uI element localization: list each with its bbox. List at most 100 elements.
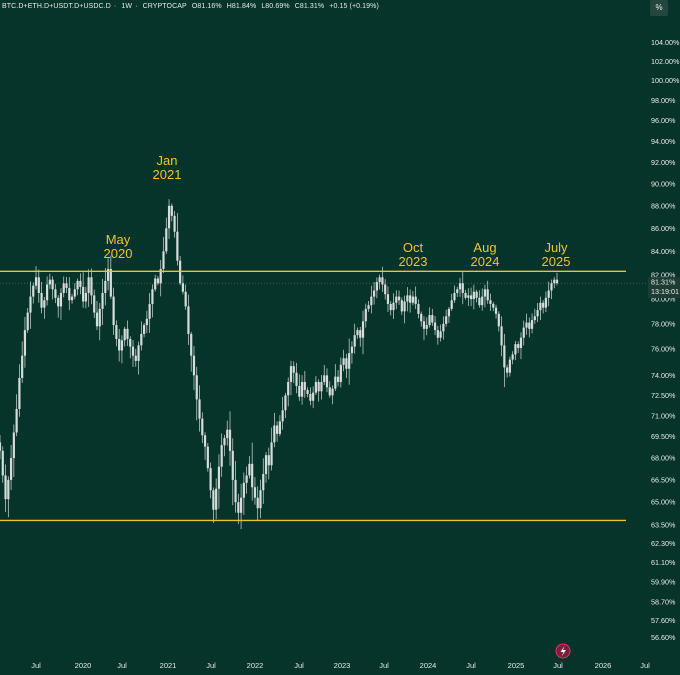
- lightning-icon[interactable]: [555, 643, 571, 659]
- candle: [253, 477, 257, 505]
- candle: [433, 316, 437, 335]
- candle: [170, 203, 173, 222]
- interval-label[interactable]: 1W: [121, 3, 133, 10]
- candle: [284, 392, 287, 419]
- y-tick-label: 65.00%: [651, 498, 676, 507]
- candle: [325, 368, 329, 393]
- open-value: O81.16%: [191, 3, 222, 10]
- candle: [500, 316, 503, 357]
- candle: [481, 288, 484, 311]
- candle: [90, 268, 93, 305]
- candle: [453, 285, 456, 304]
- candle: [123, 326, 126, 347]
- candle: [317, 379, 320, 402]
- annotation-label: Jan 2021: [153, 153, 182, 182]
- candle: [12, 424, 15, 478]
- candle: [300, 375, 304, 405]
- candle: [342, 349, 345, 372]
- candle: [234, 460, 237, 513]
- y-axis: 104.00% 102.00% 100.00% 98.00% 96.00% 94.00% 9…: [651, 38, 680, 642]
- x-tick-label: 2021: [160, 661, 177, 670]
- candle: [159, 260, 162, 297]
- candle: [0, 434, 2, 460]
- candle: [259, 479, 262, 519]
- candle: [348, 338, 351, 385]
- candle-series: [0, 199, 559, 530]
- candle: [356, 327, 359, 339]
- candle: [228, 411, 232, 466]
- candle: [367, 301, 370, 312]
- candle: [414, 286, 417, 310]
- candle: [555, 272, 559, 286]
- candle: [550, 279, 553, 300]
- candle: [309, 387, 312, 406]
- candle: [101, 278, 104, 325]
- candle: [98, 302, 101, 341]
- candle: [198, 385, 201, 432]
- candle: [162, 236, 165, 273]
- candle: [220, 433, 223, 477]
- candle: [278, 415, 281, 437]
- candle: [148, 293, 151, 333]
- candle: [151, 284, 154, 318]
- candle: [256, 486, 259, 521]
- candle: [190, 331, 193, 372]
- candle: [397, 290, 401, 305]
- y-tick-label: 104.00%: [651, 38, 680, 47]
- candle: [251, 442, 254, 501]
- candle: [79, 273, 82, 295]
- header-sep: ·: [113, 3, 117, 10]
- candle: [203, 432, 207, 460]
- candle: [267, 447, 270, 480]
- candle: [184, 284, 187, 310]
- candle: [9, 444, 13, 490]
- candle: [292, 361, 295, 384]
- annotation-label: May 2020: [104, 232, 133, 261]
- candle: [173, 210, 176, 238]
- candle: [483, 284, 487, 308]
- candle: [431, 308, 434, 326]
- candle: [489, 293, 492, 311]
- x-tick-label: 2025: [508, 661, 525, 670]
- candle: [539, 296, 542, 321]
- candle: [522, 320, 525, 346]
- percent-scale-button[interactable]: %: [650, 0, 668, 16]
- y-tick-label: 98.00%: [651, 96, 676, 105]
- candle: [406, 287, 409, 312]
- candle: [142, 322, 146, 338]
- candle: [386, 286, 390, 312]
- symbol-label[interactable]: BTC.D+ETH.D+USDT.D+USDC.D: [2, 3, 111, 10]
- y-tick-label: 56.60%: [651, 633, 676, 642]
- candle: [486, 280, 489, 304]
- candle: [206, 442, 209, 472]
- candle: [154, 274, 157, 292]
- candle: [15, 394, 18, 437]
- y-tick-label: 68.00%: [651, 454, 676, 463]
- y-tick-label: 63.50%: [651, 521, 676, 530]
- y-tick-label: 78.00%: [651, 319, 676, 328]
- x-tick-label: 2026: [595, 661, 612, 670]
- candle: [287, 377, 290, 407]
- candle: [40, 282, 43, 314]
- candle: [187, 294, 190, 345]
- candle: [62, 276, 65, 298]
- candle: [436, 325, 439, 345]
- candle: [248, 456, 251, 479]
- candle: [528, 317, 531, 338]
- candle: [109, 255, 112, 299]
- y-tick-label: 96.00%: [651, 116, 676, 125]
- candle: [29, 281, 32, 329]
- candle: [276, 421, 279, 442]
- candle: [223, 434, 226, 457]
- candle: [226, 420, 229, 446]
- annotation-label: July 2025: [542, 240, 571, 269]
- candle: [519, 332, 523, 360]
- candle: [129, 336, 132, 359]
- y-tick-label: 72.50%: [651, 391, 676, 400]
- candle: [289, 360, 293, 396]
- candle: [306, 387, 309, 398]
- candle: [281, 396, 284, 430]
- candle: [445, 309, 448, 327]
- candle: [469, 287, 473, 307]
